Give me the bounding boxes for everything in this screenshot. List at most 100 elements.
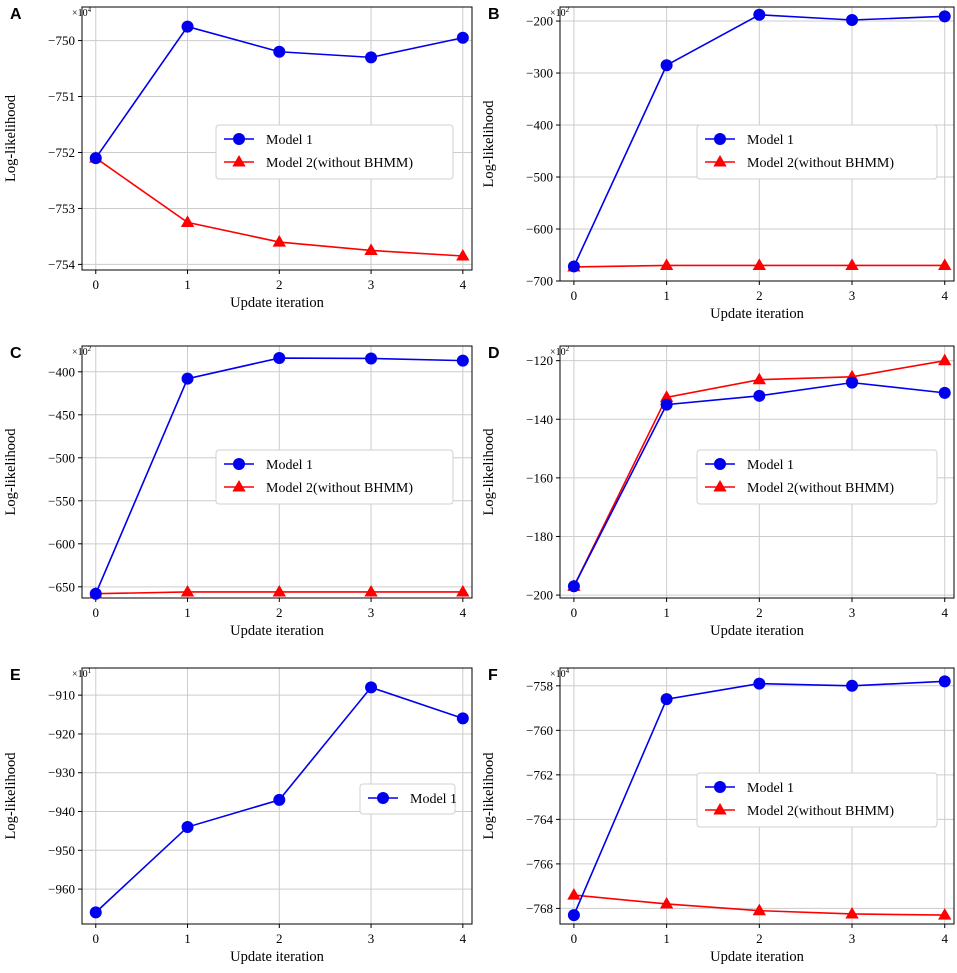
y-tick-label: −600 [48,536,75,551]
data-point-model-2 [845,906,859,919]
legend-label-1: Model 1 [266,133,313,148]
legend-label-1: Model 1 [410,792,457,807]
data-point-model-1 [660,398,673,411]
y-multiplier: ×104 [72,6,92,19]
y-tick-label: −760 [526,723,553,738]
x-tick-label: 3 [849,931,856,946]
data-point-model-1 [846,376,859,389]
y-multiplier: ×101 [72,667,92,680]
data-point-model-1 [753,8,766,21]
y-tick-label: −550 [48,493,75,508]
data-point-model-1 [181,20,194,33]
data-point-model-1 [938,386,951,399]
y-multiplier: ×102 [72,345,92,358]
legend-marker-circle [714,133,726,145]
legend-marker-circle [714,458,726,470]
y-multiplier-exponent: 1 [88,667,92,675]
x-tick-label: 3 [849,605,856,620]
y-axis-title: Log-likelihood [3,94,19,182]
x-tick-label: 4 [941,605,948,620]
data-point-model-1 [938,10,951,23]
y-tick-label: −500 [48,450,75,465]
y-multiplier-exponent: 4 [88,6,92,14]
data-point-model-1 [660,693,673,706]
legend-marker-triangle [713,155,727,167]
data-point-model-1 [846,679,859,692]
y-tick-label: −180 [526,529,553,544]
legend: Model 1 Model 2(without BHMM) [215,449,454,505]
panel-letter: B [488,6,500,23]
data-point-model-1 [567,260,580,273]
x-tick-label: 3 [368,605,375,620]
x-tick-label: 0 [571,605,578,620]
plot-frame [559,345,955,599]
y-tick-label: −751 [48,89,75,104]
y-tick-label: −960 [48,882,75,897]
legend-marker-triangle [713,480,727,492]
data-point-model-2 [272,584,286,597]
legend-label-1: Model 1 [747,458,794,473]
y-tick-label: −762 [526,767,553,782]
data-point-model-1 [89,587,102,600]
legend-label-2: Model 2(without BHMM) [747,156,894,171]
y-axis-title: Log-likelihood [481,752,497,840]
x-tick-label: 4 [460,931,467,946]
y-tick-label: −120 [526,353,553,368]
y-multiplier-exponent: 2 [566,345,570,353]
legend-frame [696,772,938,828]
x-tick-label: 3 [368,277,375,292]
data-point-model-1 [938,675,951,688]
legend-label-2: Model 2(without BHMM) [266,481,413,496]
x-tick-label: 2 [756,605,763,620]
y-tick-label: −752 [48,145,75,160]
y-tick-label: −140 [526,412,553,427]
y-multiplier-exponent: 4 [566,667,570,675]
y-tick-label: −750 [48,33,75,48]
x-tick-label: 0 [571,288,578,303]
data-point-model-2 [456,584,470,597]
panel-letter: E [10,667,21,684]
y-tick-label: −400 [526,118,553,133]
x-tick-label: 4 [941,931,948,946]
y-tick-label: −300 [526,66,553,81]
data-point-model-2 [272,235,286,247]
y-axis-title: Log-likelihood [3,752,19,840]
y-tick-label: −950 [48,843,75,858]
data-point-model-1 [846,13,859,26]
plot-frame [81,667,473,925]
y-tick-label: −650 [48,579,75,594]
data-point-model-1 [456,31,469,44]
data-point-model-1 [365,681,378,694]
x-tick-label: 4 [460,605,467,620]
x-tick-label: 2 [276,931,283,946]
y-multiplier-base: ×10 [72,8,88,19]
data-point-model-1 [753,389,766,402]
data-point-model-2 [938,258,952,270]
y-tick-label: −400 [48,364,75,379]
x-tick-label: 2 [276,277,283,292]
y-tick-label: −753 [48,201,75,216]
legend-marker-triangle [232,480,246,492]
y-multiplier-base: ×10 [550,347,566,358]
x-axis-title: Update iteration [230,623,325,639]
data-point-model-2 [567,888,581,900]
x-axis-title: Update iteration [710,949,805,965]
y-tick-label: −766 [526,856,553,871]
y-tick-label: −200 [526,14,553,29]
panel-letter: D [488,345,500,362]
data-point-model-1 [273,793,286,806]
legend-marker-circle [714,781,726,793]
legend-marker-circle [233,458,245,470]
legend-label-2: Model 2(without BHMM) [747,481,894,496]
data-point-model-1 [660,59,673,72]
x-tick-label: 2 [276,605,283,620]
legend-label-2: Model 2(without BHMM) [266,156,413,171]
data-point-model-1 [365,51,378,64]
legend-frame [696,124,938,180]
data-point-model-1 [567,580,580,593]
x-tick-label: 3 [368,931,375,946]
